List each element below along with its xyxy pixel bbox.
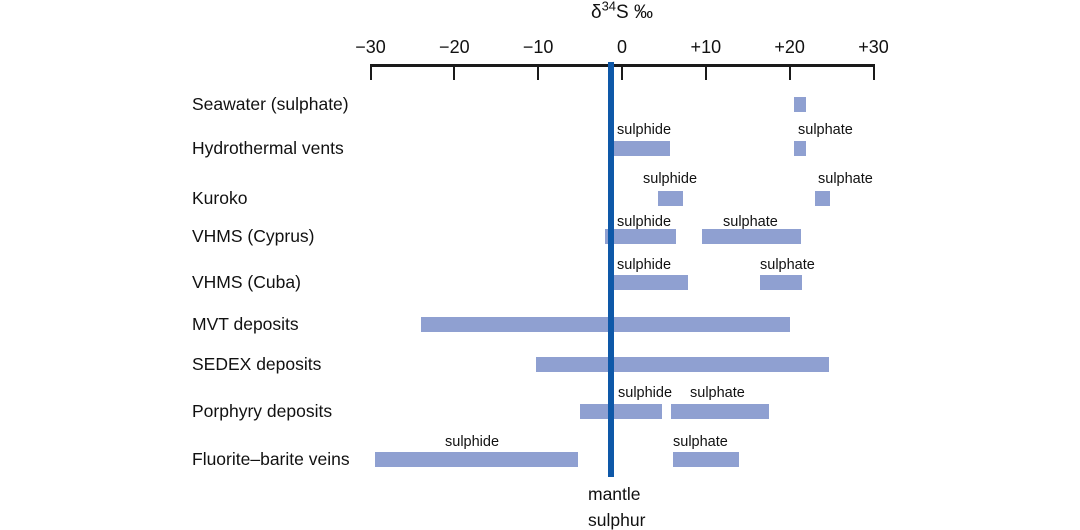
range-bar — [420, 317, 790, 332]
range-bar — [605, 229, 677, 244]
range-bar — [793, 97, 807, 112]
axis-tick — [788, 64, 791, 80]
element-unit: S ‰ — [616, 2, 653, 23]
range-bar — [658, 191, 684, 206]
mantle-label-line1: mantle — [588, 484, 641, 504]
axis-tick — [537, 64, 540, 80]
axis-tick — [453, 64, 456, 80]
mantle-sulphur-line — [608, 62, 614, 477]
range-bar — [673, 452, 740, 467]
range-bar — [613, 141, 670, 156]
range-bar — [702, 229, 802, 244]
range-bar — [580, 404, 663, 419]
bar-annotation: sulphate — [673, 434, 728, 450]
axis-tick — [872, 64, 875, 80]
axis-tick-label: −10 — [522, 37, 554, 57]
range-bar — [374, 452, 579, 467]
axis-tick-label: 0 — [616, 37, 628, 57]
bar-annotation: sulphide — [445, 434, 500, 450]
axis-tick-label: −30 — [355, 37, 386, 57]
bar-annotation: sulphate — [818, 171, 873, 187]
bar-annotation: sulphide — [643, 171, 698, 187]
bar-annotation: sulphide — [617, 122, 672, 138]
row-label: Seawater (sulphate) — [192, 94, 349, 114]
range-bar — [814, 191, 830, 206]
row-label: VHMS (Cuba) — [192, 272, 301, 292]
axis-tick — [621, 64, 623, 80]
range-bar — [671, 404, 769, 419]
axis-tick — [369, 64, 372, 80]
axis-tick — [704, 64, 707, 80]
bar-annotation: sulphide — [618, 385, 673, 401]
range-bar — [760, 275, 803, 290]
row-label: VHMS (Cyprus) — [192, 226, 315, 246]
bar-annotation: sulphide — [617, 214, 672, 230]
range-bar — [613, 275, 689, 290]
bar-annotation: sulphate — [690, 385, 745, 401]
row-label: Hydrothermal vents — [192, 138, 344, 158]
range-bar — [793, 141, 807, 156]
chart-title: δ34S ‰ — [591, 0, 653, 24]
axis-tick-label: +30 — [858, 37, 889, 57]
delta-symbol: δ — [591, 2, 602, 23]
bar-annotation: sulphate — [760, 257, 815, 273]
axis-tick-label: +10 — [690, 37, 722, 57]
bar-annotation: sulphate — [798, 122, 853, 138]
range-bar — [536, 357, 830, 372]
row-label: SEDEX deposits — [192, 354, 322, 374]
row-label: Kuroko — [192, 188, 248, 208]
axis-tick-label: +20 — [774, 37, 805, 57]
bar-annotation: sulphide — [617, 257, 672, 273]
row-label: Porphyry deposits — [192, 401, 333, 421]
row-label: Fluorite–barite veins — [192, 449, 350, 469]
axis-tick-label: −20 — [439, 37, 470, 57]
row-label: MVT deposits — [192, 314, 299, 334]
isotope-superscript: 34 — [601, 0, 617, 14]
bar-annotation: sulphate — [723, 214, 778, 230]
mantle-label-line2: sulphur — [588, 510, 646, 530]
mantle-sulphur-label: mantle sulphur — [588, 481, 645, 530]
